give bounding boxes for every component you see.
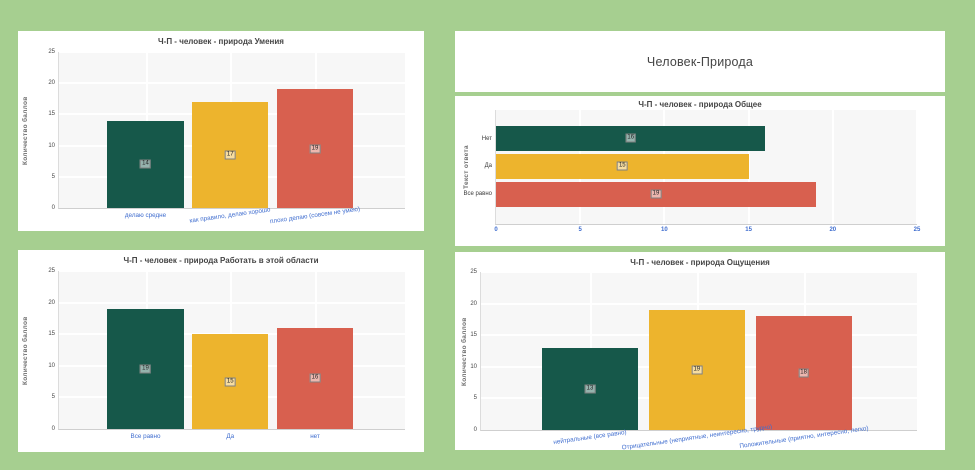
y-axis-tick-label: 5	[51, 173, 55, 180]
y-axis-tick-label: 25	[470, 269, 477, 275]
bar[interactable]: 16	[496, 125, 766, 152]
y-axis-tick-label: 20	[48, 80, 55, 87]
panel-feelings-chart: Ч-П - человек - природа Ощущения Количес…	[455, 252, 945, 452]
bar-value-label: 17	[224, 150, 236, 160]
bar[interactable]: 19	[496, 181, 816, 207]
bar-chart-overall: Ч-П - человек - природа Общее Текст отве…	[455, 96, 945, 246]
y-axis-tick-label: 0	[473, 427, 477, 433]
bar-chart-work: Ч-П - человек - природа Работать в этой …	[18, 250, 424, 452]
bar[interactable]: 14	[107, 120, 184, 208]
bar-value-label: 13	[584, 384, 596, 394]
x-axis-tick-label: 5	[578, 227, 582, 233]
y-axis-tick-label: 10	[48, 362, 55, 369]
bar[interactable]: 13	[542, 347, 638, 430]
y-axis-tick-label: 15	[470, 332, 477, 339]
bar-chart-feelings: Ч-П - человек - природа Ощущения Количес…	[455, 252, 945, 452]
x-axis-category-label[interactable]: нейтральные (все равно)	[552, 428, 628, 447]
chart-title: Ч-П - человек - природа Умения	[158, 37, 284, 46]
bar[interactable]: 19	[107, 308, 184, 429]
bar-value-label: 19	[650, 189, 662, 199]
bar-chart-skills: Ч-П - человек - природа Умения Количеств…	[18, 31, 424, 231]
chart-title: Ч-П - человек - природа Общее	[638, 100, 762, 109]
y-axis-tick-label: 5	[473, 395, 477, 402]
y-axis-title: Количество баллов	[461, 317, 468, 386]
gridline	[747, 110, 750, 224]
y-axis-tick-label: 5	[51, 394, 55, 401]
x-axis-tick-label: 10	[661, 227, 668, 233]
panel-skills-chart: Ч-П - человек - природа Умения Количеств…	[18, 31, 424, 231]
y-axis-tick-label: 0	[51, 426, 55, 432]
plot-area: 0 5 10 15 20 25 14 17 19 делаю средне как правило,…	[48, 49, 405, 225]
bar[interactable]: 19	[648, 309, 745, 430]
x-axis-category-label[interactable]: Все равно	[130, 433, 161, 440]
section-title: Человек-Природа	[646, 54, 754, 69]
bar-value-label: 19	[309, 144, 321, 154]
x-axis-tick-label: 25	[913, 227, 921, 233]
bar-value-label: 14	[140, 159, 151, 169]
y-axis-title: Текст ответа	[463, 145, 470, 190]
y-axis-title: Количество баллов	[22, 96, 29, 165]
bar[interactable]: 16	[276, 327, 354, 429]
x-axis-tick-label: 0	[494, 227, 498, 233]
x-axis-tick-label: 20	[829, 227, 837, 233]
bar-value-label: 18	[798, 368, 809, 378]
plot-area: 0 5 10 15 20 25 13 19 18 нейтральные (все равно) О…	[470, 269, 917, 452]
y-axis-tick-label: 10	[470, 363, 477, 370]
y-axis-tick-label: 25	[48, 49, 55, 55]
y-axis-tick-label: 0	[51, 205, 55, 211]
chart-title: Ч-П - человек - природа Работать в этой …	[123, 256, 319, 265]
bar[interactable]: 18	[755, 316, 852, 430]
y-axis-category-label: Все равно	[463, 191, 492, 198]
y-axis-tick-label: 10	[48, 142, 55, 149]
bar[interactable]: 19	[276, 89, 354, 208]
gridline	[916, 110, 918, 224]
bar-value-label: 16	[625, 133, 637, 143]
y-axis-category-label: Нет	[481, 135, 492, 142]
y-axis-tick-label: 20	[470, 300, 477, 307]
x-axis-tick-label: 15	[745, 227, 752, 233]
bar-value-label: 19	[140, 364, 151, 374]
bar-value-label: 15	[224, 377, 236, 387]
x-axis-category-label[interactable]: как правило, делаю хорошо	[189, 206, 272, 225]
y-axis-category-label: Да	[484, 163, 492, 170]
bar[interactable]: 15	[496, 153, 749, 179]
x-axis-category-label[interactable]: Да	[226, 433, 235, 440]
chart-title: Ч-П - человек - природа Ощущения	[630, 258, 770, 267]
bar-value-label: 16	[309, 373, 321, 383]
panel-work-chart: Ч-П - человек - природа Работать в этой …	[18, 250, 424, 452]
bar[interactable]: 15	[192, 334, 269, 429]
plot-area: 0 5 10 15 20 25 19 15 16 Все равно Да нет	[48, 268, 405, 440]
y-axis-tick-label: 25	[48, 268, 55, 274]
bar[interactable]: 17	[192, 101, 269, 208]
y-axis-tick-label: 20	[48, 299, 55, 306]
gridline	[481, 271, 917, 273]
y-axis-tick-label: 15	[48, 111, 55, 118]
y-axis-tick-label: 15	[48, 331, 55, 338]
gridline	[831, 110, 834, 224]
gridline	[481, 302, 917, 305]
x-axis-category-label[interactable]: плохо делаю (совсем не умею)	[269, 205, 361, 226]
x-axis-category-label[interactable]: нет	[310, 433, 320, 440]
panel-overall-chart: Ч-П - человек - природа Общее Текст отве…	[455, 96, 945, 246]
bar-value-label: 19	[691, 365, 703, 375]
plot-area: 16 15 19 Нет Да Все равно 0 5 10 15 20 25	[463, 110, 920, 233]
y-axis-title: Количество баллов	[22, 316, 29, 385]
panel-section-header: Человек-Природа	[455, 31, 945, 92]
bar-value-label: 15	[616, 161, 628, 171]
x-axis-category-label[interactable]: делаю средне	[124, 212, 167, 219]
